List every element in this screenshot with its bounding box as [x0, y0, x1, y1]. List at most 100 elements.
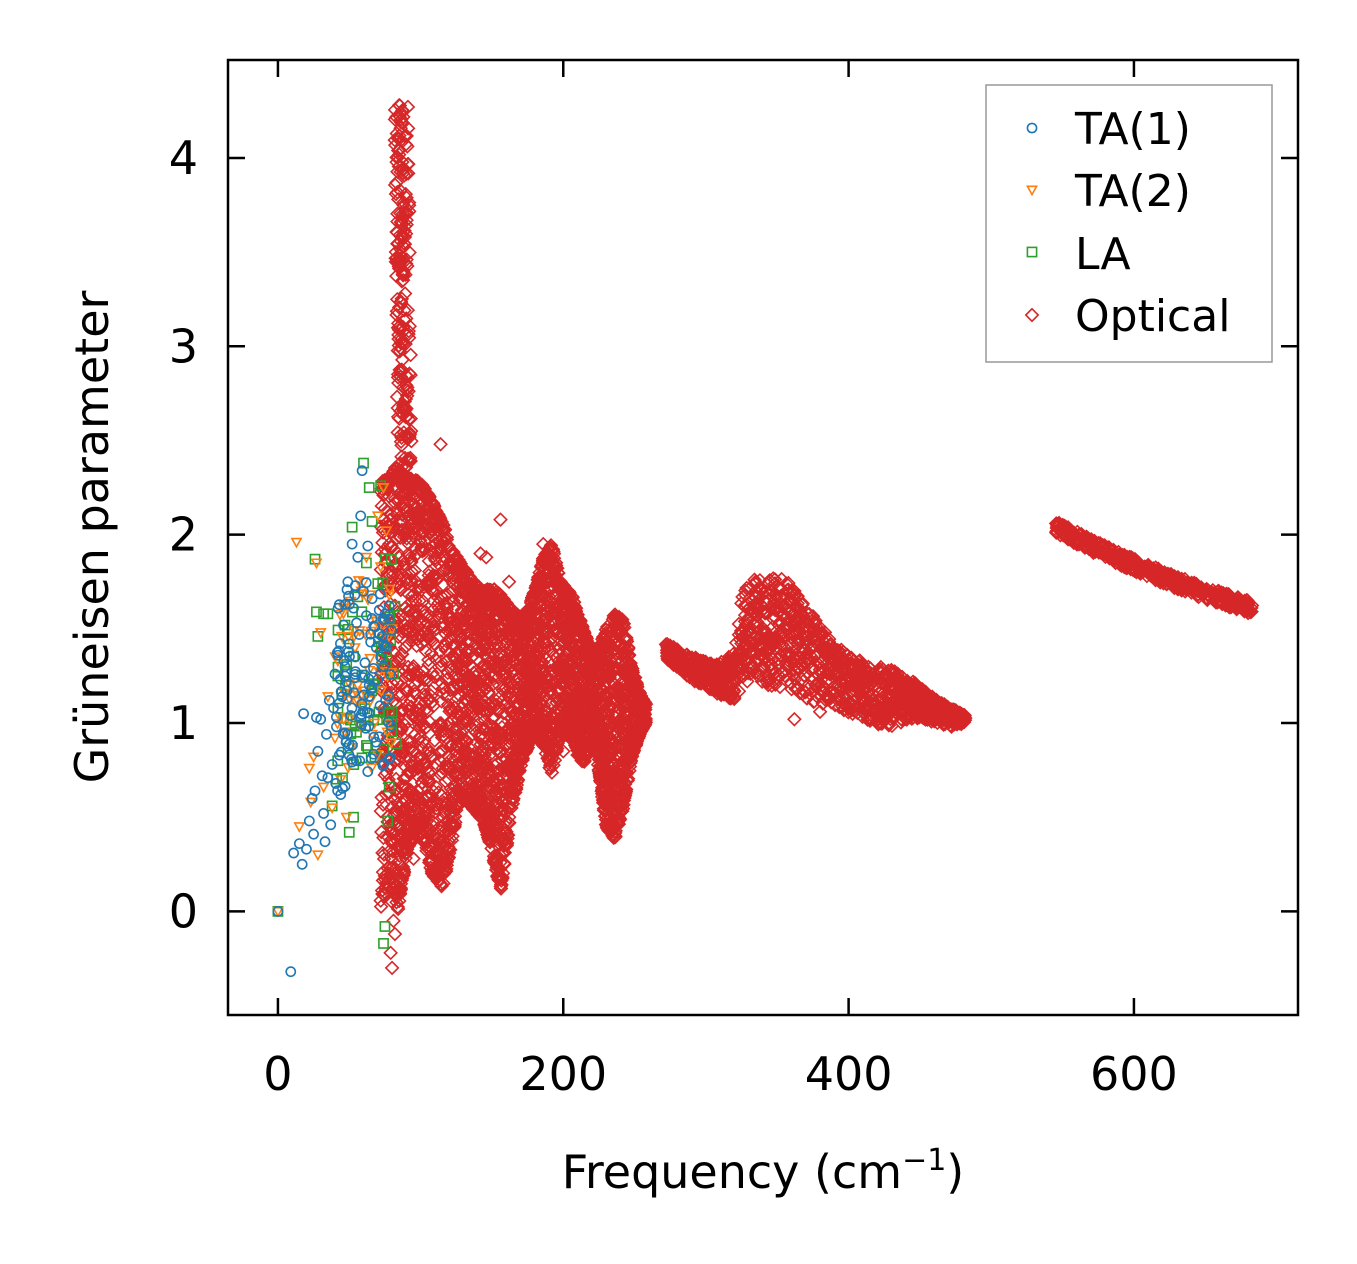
optical-point [412, 700, 427, 716]
optical-point [448, 724, 464, 740]
optical-point [387, 926, 403, 942]
optical-point [421, 692, 437, 708]
optical-point [390, 796, 406, 812]
optical-point [411, 712, 427, 728]
optical-point [511, 762, 526, 778]
optical-point [407, 677, 423, 693]
optical-point [489, 819, 505, 834]
optical-point [553, 676, 569, 692]
optical-point [566, 675, 581, 690]
optical-point [429, 666, 445, 682]
optical-point [423, 645, 439, 661]
optical-point [549, 724, 564, 740]
optical-point [610, 627, 626, 642]
optical-point [454, 606, 470, 621]
optical-point [400, 830, 416, 846]
optical-point [448, 666, 464, 682]
optical-point [412, 532, 428, 548]
optical-point [393, 369, 409, 385]
optical-point [473, 700, 488, 716]
optical-point [418, 687, 434, 703]
optical-point [476, 722, 492, 737]
optical-point [411, 476, 427, 492]
optical-point [478, 706, 493, 721]
optical-point [402, 550, 418, 566]
optical-point [396, 868, 411, 883]
optical-point [397, 229, 413, 245]
optical-point [389, 307, 404, 323]
optical-point [470, 616, 486, 632]
optical-point [450, 658, 466, 674]
optical-point [450, 655, 465, 670]
optical-point [399, 139, 415, 154]
optical-point [448, 798, 464, 814]
optical-point [414, 825, 430, 841]
optical-point [479, 800, 495, 815]
optical-point [414, 602, 430, 618]
optical-point [506, 648, 522, 664]
optical-point [520, 687, 536, 702]
optical-point [412, 506, 428, 522]
optical-point [603, 745, 619, 761]
optical-point [392, 142, 407, 158]
optical-point [393, 295, 409, 311]
optical-point [495, 760, 511, 776]
optical-point [538, 689, 553, 705]
optical-point [533, 695, 549, 711]
optical-point [522, 652, 538, 667]
optical-point [493, 731, 509, 747]
optical-point [563, 591, 579, 607]
optical-point [394, 646, 410, 662]
optical-point [495, 657, 510, 673]
optical-point [601, 685, 616, 701]
optical-point [501, 574, 517, 590]
optical-point [391, 472, 407, 488]
optical-point [521, 606, 537, 622]
optical-point [481, 760, 496, 776]
optical-point [450, 704, 466, 720]
optical-point [612, 737, 628, 753]
optical-point [477, 698, 493, 713]
optical-point [506, 639, 521, 655]
optical-point [399, 382, 415, 398]
optical-point [603, 742, 619, 757]
optical-point [462, 610, 478, 626]
optical-point [476, 669, 491, 685]
optical-point [391, 97, 407, 113]
optical-point [480, 582, 495, 597]
optical-point [387, 495, 402, 510]
optical-point [501, 672, 517, 688]
optical-point [581, 693, 597, 708]
optical-point [487, 656, 503, 671]
optical-point [408, 823, 423, 839]
optical-point [623, 699, 638, 714]
optical-point [394, 430, 409, 446]
optical-point [397, 617, 413, 632]
optical-point [612, 702, 628, 718]
scatter-points [271, 97, 1260, 978]
optical-point [471, 579, 486, 594]
optical-point [433, 653, 449, 669]
optical-point [498, 672, 513, 688]
optical-point [493, 870, 509, 886]
optical-point [609, 764, 625, 780]
optical-point [588, 706, 603, 721]
optical-point [552, 691, 567, 707]
optical-point [610, 796, 626, 812]
optical-point [394, 228, 410, 244]
optical-point [496, 855, 512, 871]
optical-point [613, 783, 629, 799]
optical-point [396, 778, 412, 794]
optical-point [498, 657, 514, 672]
optical-point [509, 718, 524, 733]
optical-point [420, 621, 436, 636]
optical-point [505, 629, 521, 644]
optical-point [434, 694, 449, 709]
optical-point [397, 527, 413, 542]
optical-point [479, 725, 495, 741]
optical-point [499, 804, 514, 820]
optical-point [417, 799, 432, 815]
optical-point [487, 789, 503, 804]
optical-point [488, 854, 504, 870]
optical-point [570, 747, 585, 763]
